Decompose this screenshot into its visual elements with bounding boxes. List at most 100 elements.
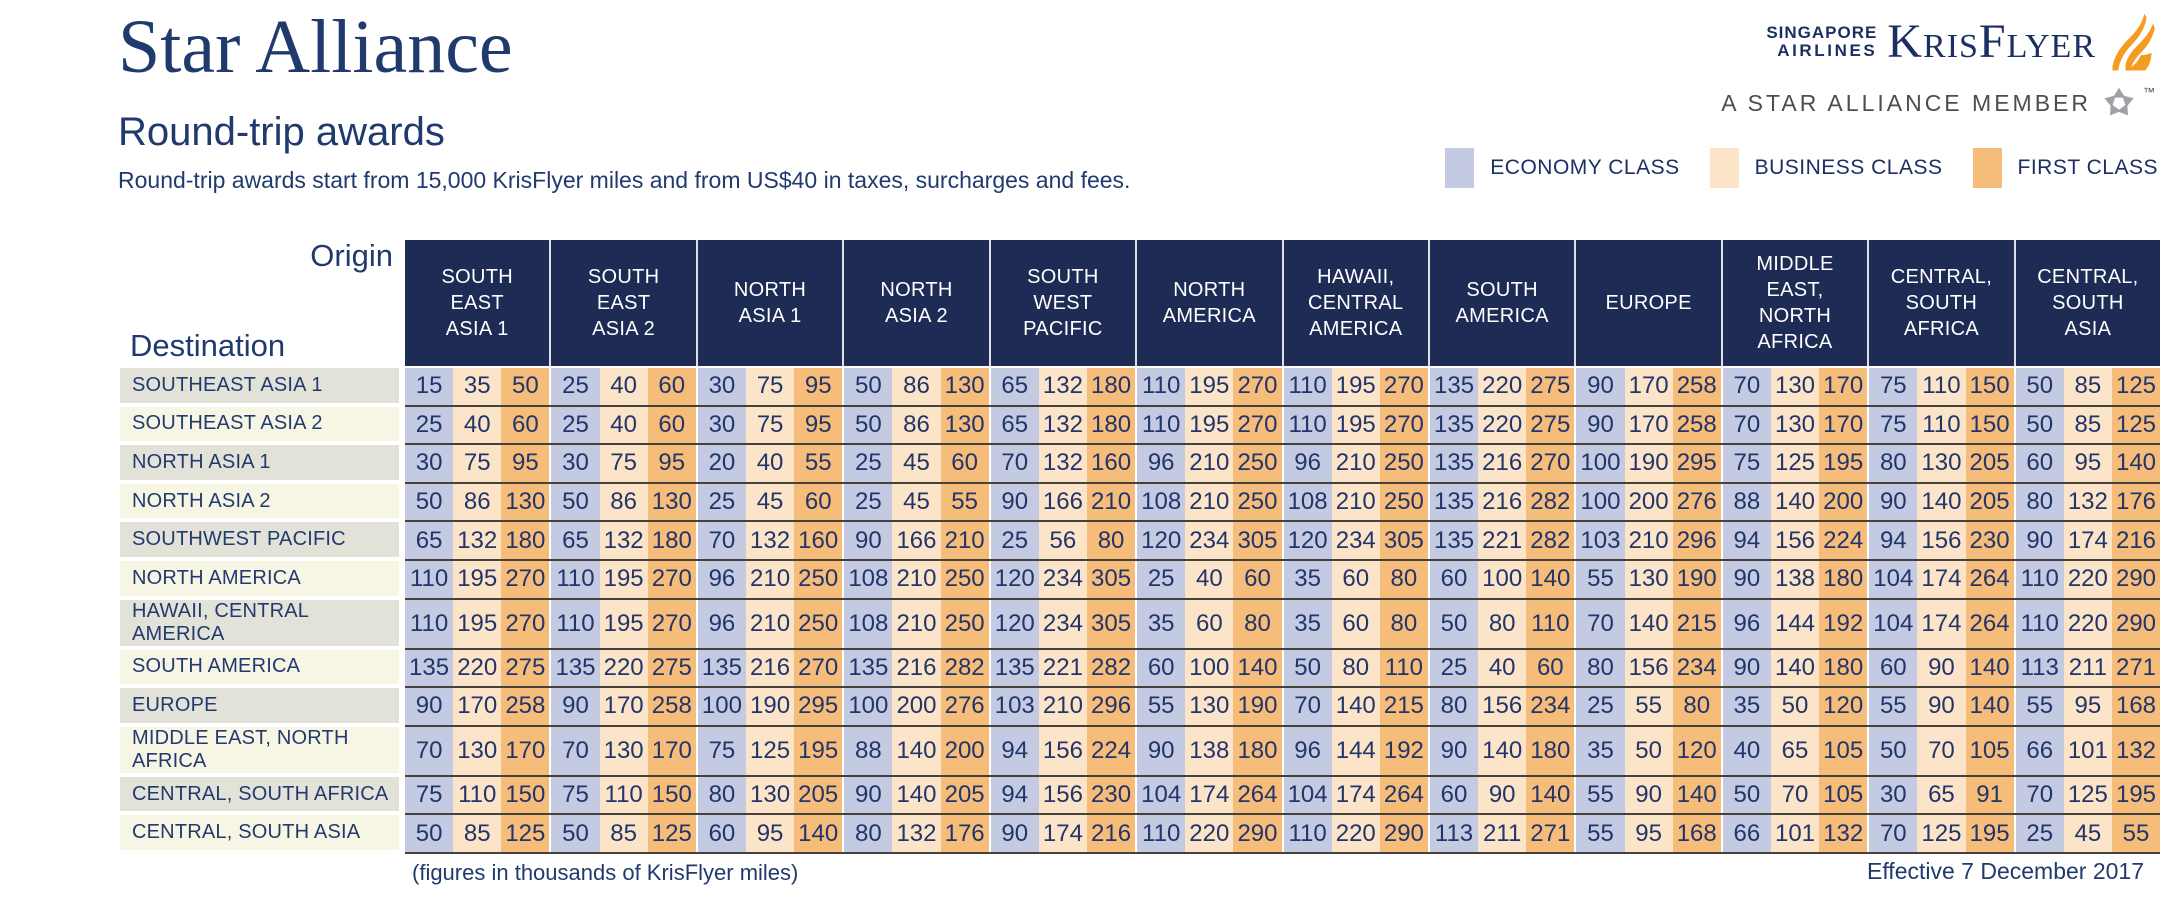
origin-group-10: 50 70 105: [1720, 776, 1868, 814]
destination-label-southwest-pacific: SOUTHWEST PACIFIC: [120, 522, 405, 561]
origin-header-north-asia-1: NORTH ASIA 1: [695, 240, 843, 366]
economy-award-cell: 75: [405, 776, 454, 814]
economy-award-cell: 50: [844, 406, 893, 444]
business-award-cell: 166: [1038, 483, 1087, 521]
origin-group-9: 55 130 190: [1574, 560, 1721, 598]
origin-group-5: 70 132 160: [988, 445, 1136, 482]
economy-award-cell: 104: [1283, 776, 1332, 814]
business-award-cell: 140: [1478, 726, 1527, 775]
business-award-cell: 195: [599, 599, 648, 648]
economy-award-cell: 65: [990, 368, 1039, 405]
origin-group-3: 60 95 140: [695, 815, 843, 852]
business-award-cell: 170: [1624, 406, 1673, 444]
origin-group-1: 110 195 270: [405, 599, 550, 648]
origin-group-9: 55 95 168: [1574, 815, 1721, 852]
krisflyer-wordmark: KrisFlyer: [1887, 15, 2096, 68]
business-award-cell: 50: [1770, 688, 1820, 725]
economy-award-cell: 135: [1429, 522, 1479, 559]
origin-group-9: 80 156 234: [1574, 649, 1721, 687]
first-award-cell: 258: [647, 688, 696, 725]
first-award-cell: 295: [794, 688, 843, 725]
business-award-cell: 195: [599, 560, 648, 598]
business-award-cell: 174: [1917, 599, 1966, 648]
economy-award-cell: 108: [844, 560, 893, 598]
business-award-cell: 130: [1185, 688, 1234, 725]
economy-award-cell: 135: [1429, 368, 1479, 405]
origin-group-7: 70 140 215: [1281, 688, 1428, 725]
origin-group-3: 75 125 195: [695, 726, 843, 775]
origin-group-12: 50 85 125: [2013, 406, 2161, 444]
first-award-cell: 205: [794, 776, 843, 814]
economy-award-cell: 35: [1283, 560, 1332, 598]
economy-award-cell: 55: [1137, 688, 1186, 725]
table-row-central-south-africa: CENTRAL, SOUTH AFRICA 75 110 150 75 110 150 80 1…: [120, 776, 2161, 816]
origin-group-9: 70 140 215: [1574, 599, 1721, 648]
business-award-cell: 234: [1185, 522, 1234, 559]
business-award-cell: 125: [2063, 776, 2112, 814]
origin-group-1: 65 132 180: [405, 522, 550, 559]
first-award-cell: 270: [794, 649, 843, 687]
business-award-cell: 132: [2063, 483, 2112, 521]
business-award-cell: 132: [745, 522, 795, 559]
economy-award-cell: 60: [1429, 776, 1479, 814]
first-award-cell: 110: [1379, 649, 1428, 687]
first-award-cell: 140: [1526, 560, 1575, 598]
origin-group-12: 60 95 140: [2013, 445, 2161, 482]
business-award-cell: 45: [2063, 815, 2112, 852]
origin-group-4: 50 86 130: [842, 406, 989, 444]
origin-group-8: 135 221 282: [1427, 522, 1575, 559]
first-award-cell: 180: [1233, 726, 1282, 775]
table-row-southeast-asia-2: SOUTHEAST ASIA 2 25 40 60 25 40 60 30 75 95 50 86 13…: [120, 406, 2161, 446]
business-award-cell: 110: [453, 776, 502, 814]
first-award-cell: 224: [1819, 522, 1868, 559]
economy-award-cell: 50: [1283, 649, 1332, 687]
first-award-cell: 264: [1965, 599, 2014, 648]
business-award-cell: 174: [1917, 560, 1966, 598]
effective-date: Effective 7 December 2017: [1866, 858, 2144, 884]
row-values: 50 86 130 50 86 130 25 45 60 25 45 55 90 166 210 108 210…: [405, 483, 2161, 523]
economy-award-cell: 60: [1429, 560, 1479, 598]
first-award-cell: 276: [940, 688, 989, 725]
origin-group-8: 90 140 180: [1427, 726, 1575, 775]
business-award-cell: 156: [1038, 776, 1087, 814]
row-values: 70 130 170 70 130 170 75 125 195 88 140 200 94 156 224…: [405, 726, 2161, 777]
business-award-cell: 85: [453, 815, 502, 852]
first-award-cell: 275: [647, 649, 696, 687]
first-award-cell: 60: [940, 445, 989, 482]
airline-name-line2: AIRLINES: [1777, 41, 1878, 60]
origin-group-7: 108 210 250: [1281, 483, 1428, 521]
first-award-cell: 140: [2111, 445, 2161, 482]
first-award-cell: 60: [647, 368, 696, 405]
first-award-cell: 132: [2111, 726, 2161, 775]
origin-group-7: 120 234 305: [1281, 522, 1428, 559]
destination-label-south-america: SOUTH AMERICA: [120, 649, 405, 689]
origin-group-4: 90 140 205: [842, 776, 989, 814]
origin-group-7: 96 210 250: [1281, 445, 1428, 482]
first-award-cell: 234: [1672, 649, 1721, 687]
table-row-middle-east-north-africa: MIDDLE EAST, NORTH AFRICA 70 130 170 70 130 17…: [120, 726, 2161, 777]
first-award-cell: 180: [1526, 726, 1575, 775]
table-row-southeast-asia-1: SOUTHEAST ASIA 1 15 35 50 25 40 60 30 75 95 50 86 13…: [120, 368, 2161, 407]
origin-group-12: 25 45 55: [2013, 815, 2161, 852]
first-award-cell: 250: [1233, 483, 1282, 521]
first-award-cell: 215: [1379, 688, 1428, 725]
business-award-cell: 45: [745, 483, 795, 521]
business-award-cell: 210: [1185, 483, 1234, 521]
origin-group-4: 88 140 200: [842, 726, 989, 775]
economy-award-cell: 90: [844, 776, 893, 814]
economy-award-cell: 135: [844, 649, 893, 687]
business-award-cell: 40: [599, 406, 648, 444]
origin-group-2: 50 86 130: [549, 483, 696, 521]
economy-award-cell: 25: [405, 406, 454, 444]
business-award-cell: 40: [453, 406, 502, 444]
business-award-cell: 195: [453, 560, 502, 598]
economy-award-cell: 90: [2015, 522, 2064, 559]
economy-award-cell: 55: [1576, 776, 1625, 814]
business-award-cell: 90: [1478, 776, 1527, 814]
business-award-cell: 166: [892, 522, 941, 559]
business-award-cell: 221: [1478, 522, 1527, 559]
business-award-cell: 216: [1478, 483, 1527, 521]
economy-award-cell: 25: [1429, 649, 1479, 687]
economy-award-cell: 90: [990, 815, 1039, 852]
